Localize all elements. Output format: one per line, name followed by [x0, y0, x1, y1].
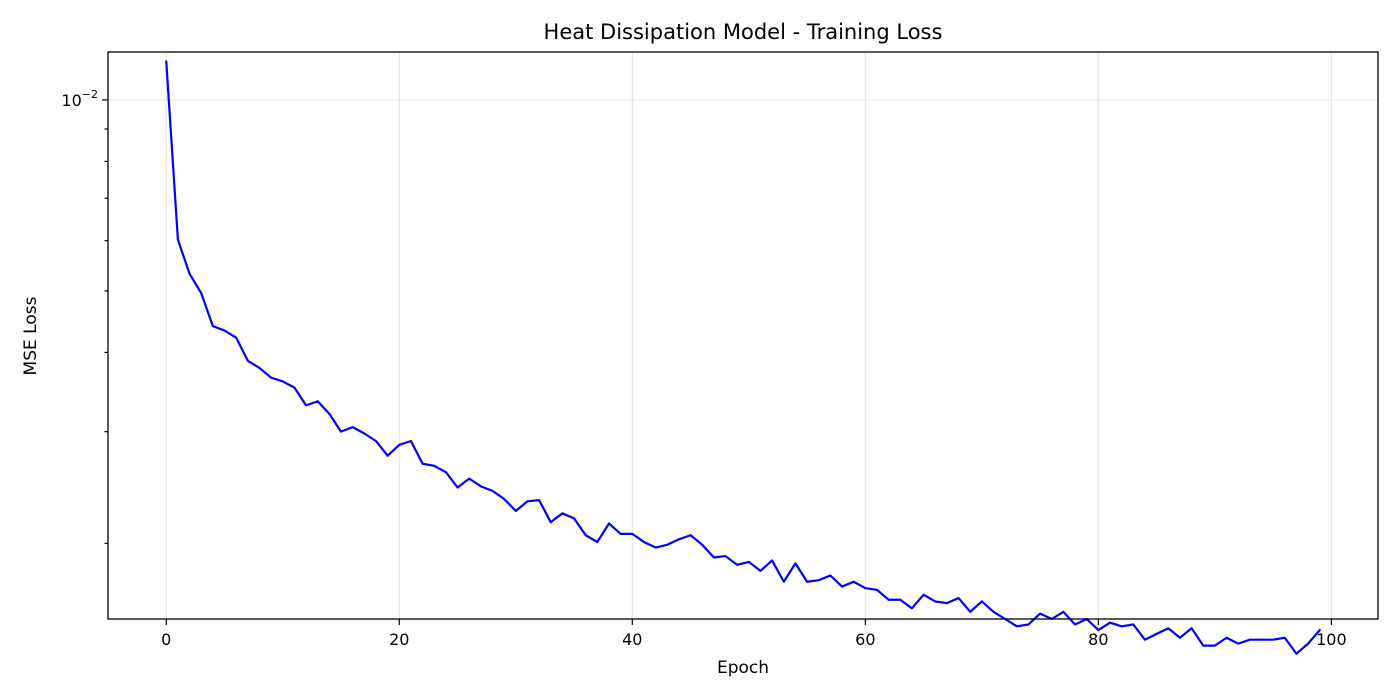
- x-tick-label: 20: [389, 630, 409, 649]
- y-axis-label: MSE Loss: [21, 296, 41, 375]
- x-tick-label: 100: [1316, 630, 1347, 649]
- plot-frame: [107, 51, 1379, 620]
- chart-title: Heat Dissipation Model - Training Loss: [544, 20, 943, 44]
- x-axis: 0 20 40 60 80 100: [161, 619, 1347, 649]
- x-tick-label: 40: [622, 630, 642, 649]
- grid-lines: [108, 52, 1378, 619]
- x-tick-label: 60: [855, 630, 875, 649]
- loss-series-line: [165, 60, 1321, 655]
- series-layer: [165, 60, 1321, 655]
- x-axis-label: Epoch: [717, 658, 769, 678]
- x-tick-label: 80: [1088, 630, 1108, 649]
- y-axis: 10−2: [61, 88, 108, 544]
- x-tick-label: 0: [161, 630, 171, 649]
- y-tick-label: 10−2: [61, 88, 98, 110]
